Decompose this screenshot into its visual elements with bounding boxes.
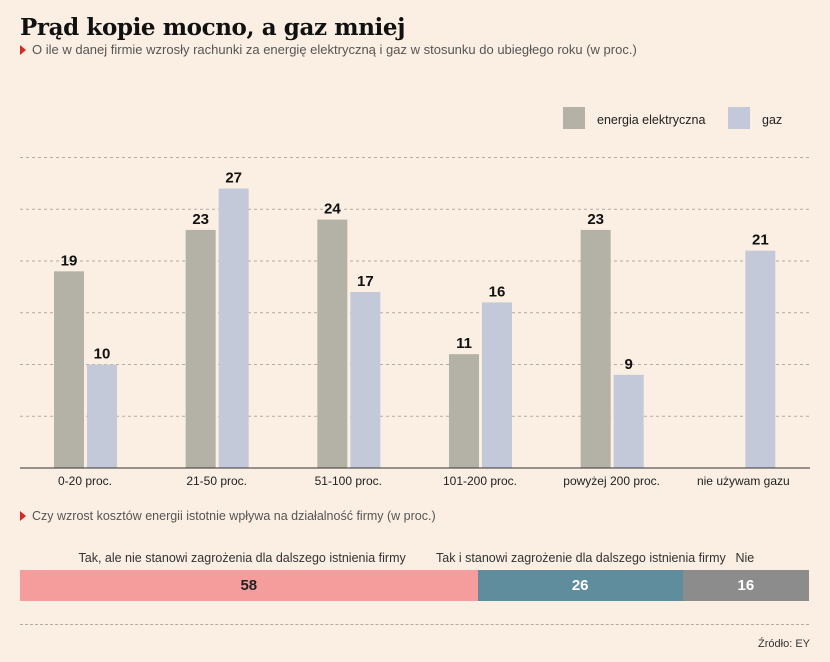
subtitle-text: O ile w danej firmie wzrosły rachunki za… — [32, 42, 637, 57]
legend-label: gaz — [762, 113, 782, 127]
bar-gaz — [482, 302, 512, 468]
split-segment: 26 — [477, 570, 683, 601]
legend-swatch — [563, 107, 585, 129]
data-label: 10 — [94, 346, 111, 363]
data-label: 24 — [324, 201, 341, 218]
red-triangle-icon — [20, 45, 26, 55]
data-label: 23 — [587, 211, 604, 228]
bar-energia — [580, 229, 611, 468]
bar-gaz — [87, 364, 117, 468]
bar-energia — [185, 229, 216, 468]
question-2-text: Czy wzrost kosztów energii istotnie wpły… — [32, 509, 436, 523]
source-note: Źródło: EY — [758, 638, 810, 650]
data-label: 16 — [489, 283, 506, 300]
bar-gaz — [745, 250, 776, 468]
bar-energia — [449, 354, 479, 468]
category-label: 51-100 proc. — [315, 474, 382, 488]
split-segment: 16 — [682, 570, 809, 601]
data-label: 19 — [61, 252, 78, 269]
legend-swatch — [728, 107, 750, 129]
bar-gaz — [613, 374, 644, 468]
split-segment-label: Nie — [735, 551, 755, 565]
clustered-bar-chart: 19 10 0-20 proc. 23 27 21-50 proc. 24 17 51-100 … — [20, 107, 810, 488]
chart-subtitle: O ile w danej firmie wzrosły rachunki za… — [20, 42, 637, 57]
split-segment-label: Tak, ale nie stanowi zagrożenia dla dals… — [78, 551, 406, 565]
split-segment: 58 — [20, 570, 478, 601]
data-label: 9 — [624, 356, 632, 373]
legend-label: energia elektryczna — [597, 113, 705, 127]
data-label: 11 — [456, 335, 472, 352]
data-label: 27 — [225, 170, 242, 187]
category-label: powyżej 200 proc. — [563, 474, 660, 488]
bar-energia — [54, 271, 84, 468]
data-label: 23 — [192, 211, 209, 228]
category-label: 0-20 proc. — [58, 474, 112, 488]
split-bar: 58 26 16 — [20, 570, 809, 601]
category-label: 21-50 proc. — [186, 474, 247, 488]
bar-energia — [317, 219, 348, 468]
red-triangle-icon — [20, 511, 26, 521]
bar-gaz — [350, 292, 381, 468]
bottom-rule — [20, 624, 809, 625]
bar-gaz — [218, 188, 249, 469]
category-label: 101-200 proc. — [443, 474, 517, 488]
chart-title: Prąd kopie mocno, a gaz mniej — [20, 14, 406, 41]
question-2: Czy wzrost kosztów energii istotnie wpły… — [20, 509, 436, 523]
data-label: 21 — [752, 232, 769, 249]
category-label: nie używam gazu — [697, 474, 790, 488]
split-segment-label: Tak i stanowi zagrożenie dla dalszego is… — [436, 551, 726, 565]
data-label: 17 — [357, 273, 374, 290]
